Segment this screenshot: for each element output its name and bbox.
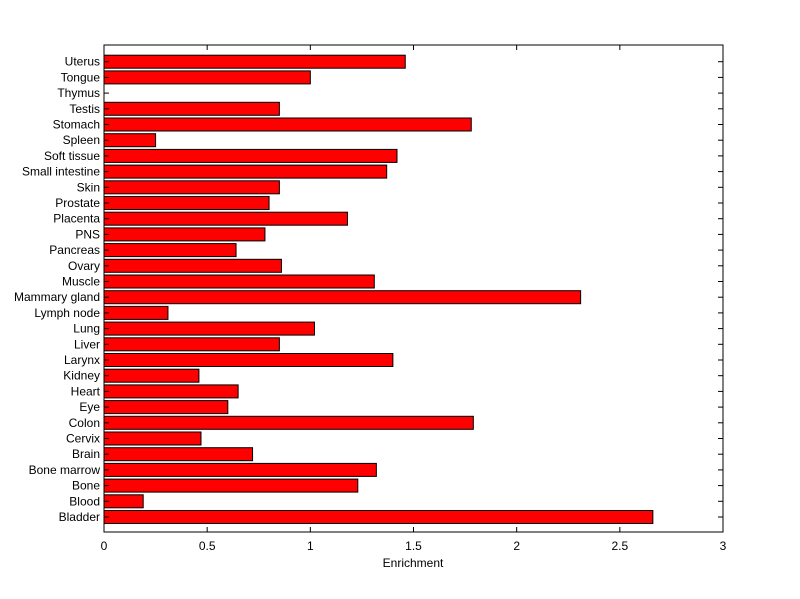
x-tick-label: 1 <box>307 539 314 553</box>
y-tick-label: PNS <box>75 227 100 241</box>
y-tick-label: Testis <box>69 102 100 116</box>
y-tick-label: Ovary <box>68 259 100 273</box>
x-tick-label: 0 <box>101 539 108 553</box>
bar-pns <box>103 227 266 242</box>
bar-lung <box>103 321 315 336</box>
bar-placenta <box>103 211 348 226</box>
bar-ovary <box>103 258 282 273</box>
y-tick-label: Thymus <box>57 86 100 100</box>
bar-blood <box>103 494 144 509</box>
bar-testis <box>103 101 280 116</box>
bar-eye <box>103 400 229 415</box>
bar-liver <box>103 337 280 352</box>
y-tick-label: Prostate <box>55 196 100 210</box>
bar-stomach <box>103 117 472 132</box>
y-tick-label: Heart <box>71 384 101 398</box>
bar-kidney <box>103 368 200 383</box>
y-tick-label: Bone marrow <box>29 463 101 477</box>
bar-colon <box>103 415 474 430</box>
x-tick-label: 2 <box>513 539 520 553</box>
y-tick-label: Colon <box>69 416 100 430</box>
y-tick-label: Pancreas <box>49 243 100 257</box>
x-tick-label: 3 <box>720 539 727 553</box>
bar-bone <box>103 478 359 493</box>
y-tick-label: Soft tissue <box>44 149 100 163</box>
bar-cervix <box>103 431 202 446</box>
bar-pancreas <box>103 243 237 258</box>
bar-larynx <box>103 353 394 367</box>
x-tick-label: 0.5 <box>199 539 216 553</box>
y-tick-label: Lymph node <box>34 306 100 320</box>
bar-soft-tissue <box>103 148 398 163</box>
bar-mammary-gland <box>103 290 582 305</box>
x-tick-label: 2.5 <box>611 539 628 553</box>
bar-lymph-node <box>103 305 169 320</box>
bars-layer <box>103 54 654 524</box>
x-axis-title: Enrichment <box>383 556 444 570</box>
y-tick-label: Blood <box>69 494 100 508</box>
y-tick-label: Skin <box>77 180 100 194</box>
y-tick-label: Lung <box>73 322 100 336</box>
bar-bladder <box>103 510 654 524</box>
bar-uterus <box>103 54 406 69</box>
y-tick-label: Mammary gland <box>14 290 100 304</box>
bar-muscle <box>103 274 375 289</box>
y-tick-label: Placenta <box>53 212 100 226</box>
y-tick-label: Muscle <box>62 275 100 289</box>
y-tick-label: Brain <box>72 447 100 461</box>
y-tick-label: Eye <box>79 400 100 414</box>
y-tick-label: Small intestine <box>22 165 100 179</box>
y-tick-label: Uterus <box>65 55 100 69</box>
y-tick-label: Cervix <box>66 432 100 446</box>
bar-brain <box>103 447 254 462</box>
bar-skin <box>103 180 280 195</box>
y-tick-label: Bladder <box>59 510 100 524</box>
y-tick-label: Liver <box>74 337 100 351</box>
bar-prostate <box>103 196 270 210</box>
y-tick-label: Kidney <box>63 369 100 383</box>
bar-spleen <box>103 133 157 148</box>
y-tick-label: Bone <box>72 479 100 493</box>
y-tick-label: Tongue <box>61 70 101 84</box>
y-tick-label: Spleen <box>63 133 100 147</box>
x-tick-label: 1.5 <box>405 539 422 553</box>
bar-small-intestine <box>103 164 388 179</box>
bar-tongue <box>103 70 311 85</box>
bar-heart <box>103 384 239 399</box>
y-tick-label: Stomach <box>53 118 100 132</box>
bar-bone-marrow <box>103 462 377 477</box>
plot-frame <box>103 44 724 533</box>
y-tick-label: Larynx <box>64 353 100 367</box>
